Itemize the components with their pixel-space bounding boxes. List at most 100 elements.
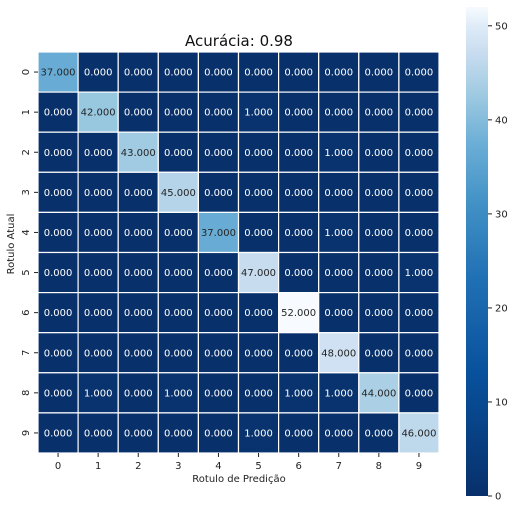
heatmap-cell-1-5 <box>237 91 280 133</box>
heatmap-cell-5-3 <box>157 251 200 294</box>
cell-value-label: 0.000 <box>284 428 313 439</box>
y-tick-label: 1 <box>21 109 32 115</box>
cell-value-label: 46.000 <box>401 428 436 439</box>
heatmap-cell-9-4 <box>197 412 240 454</box>
heatmap-cells: 37.000 0.000 0.000 0.000 0.000 0.000 0.000 0.00… <box>37 51 440 454</box>
heatmap-cell-9-8 <box>358 412 400 454</box>
cell-value-label: 0.000 <box>405 68 434 79</box>
cell-value-label: 0.000 <box>204 188 233 199</box>
cell-value-label: 0.000 <box>164 348 193 359</box>
cell-value-label: 1.000 <box>244 428 273 439</box>
y-tick-label: 8 <box>21 390 32 396</box>
heatmap-cell-8-3 <box>157 372 200 414</box>
cell-value-label: 0.000 <box>365 428 394 439</box>
cell-value-label: 1.000 <box>324 228 353 239</box>
heatmap-cell-8-4 <box>197 372 240 414</box>
cell-value-label: 0.000 <box>284 268 313 279</box>
cell-value-label: 52.000 <box>281 308 316 319</box>
heatmap-cell-3-0 <box>37 171 79 214</box>
cell-value-label: 0.000 <box>204 108 233 119</box>
cell-value-label: 0.000 <box>164 428 193 439</box>
cell-value-label: 0.000 <box>324 428 353 439</box>
cell-value-label: 0.000 <box>164 68 193 79</box>
cell-value-label: 43.000 <box>121 148 156 159</box>
heatmap-cell-7-6 <box>278 332 320 374</box>
cell-value-label: 0.000 <box>324 68 353 79</box>
heatmap-cell-5-8 <box>358 251 400 294</box>
heatmap-cell-5-0 <box>37 251 79 294</box>
cell-value-label: 0.000 <box>84 428 113 439</box>
cell-value-label: 0.000 <box>365 348 394 359</box>
x-tick-label: 3 <box>175 461 181 472</box>
cell-value-label: 0.000 <box>244 148 273 159</box>
heatmap-cell-8-6 <box>278 372 320 414</box>
cell-value-label: 0.000 <box>284 148 313 159</box>
heatmap-cell-9-5 <box>237 412 280 454</box>
cell-value-label: 0.000 <box>365 228 394 239</box>
cell-value-label: 0.000 <box>204 428 233 439</box>
cell-value-label: 0.000 <box>405 228 434 239</box>
heatmap-cell-9-6 <box>278 412 320 454</box>
cell-value-label: 1.000 <box>84 388 113 399</box>
x-tick-label: 6 <box>295 461 301 472</box>
heatmap-cell-0-5 <box>237 51 280 93</box>
cell-value-label: 0.000 <box>84 68 113 79</box>
y-tick-label: 3 <box>21 189 32 195</box>
cell-value-label: 0.000 <box>44 428 73 439</box>
colorbar-ticks: 0 10 20 30 40 50 <box>488 21 508 503</box>
cell-value-label: 0.000 <box>324 108 353 119</box>
cell-value-label: 0.000 <box>244 388 273 399</box>
colorbar-tick-label: 20 <box>495 303 508 314</box>
cell-value-label: 0.000 <box>244 188 273 199</box>
cell-value-label: 0.000 <box>405 148 434 159</box>
heatmap-cell-0-1 <box>77 51 119 93</box>
x-tick-label: 2 <box>135 461 141 472</box>
cell-value-label: 0.000 <box>84 348 113 359</box>
cell-value-label: 0.000 <box>244 308 273 319</box>
cell-value-label: 0.000 <box>84 188 113 199</box>
heatmap-cell-3-6 <box>278 171 320 214</box>
cell-value-label: 0.000 <box>164 148 193 159</box>
heatmap-cell-1-8 <box>358 91 400 133</box>
heatmap-cell-4-9 <box>398 211 440 254</box>
y-tick-label: 0 <box>21 69 32 75</box>
cell-value-label: 0.000 <box>124 188 153 199</box>
cell-value-label: 1.000 <box>164 388 193 399</box>
x-tick-label: 4 <box>215 461 221 472</box>
cell-value-label: 0.000 <box>124 308 153 319</box>
chart-title: Acurácia: 0.98 <box>185 32 293 50</box>
cell-value-label: 0.000 <box>84 268 113 279</box>
heatmap-cell-7-5 <box>237 332 280 374</box>
heatmap-cell-7-2 <box>117 332 159 374</box>
cell-value-label: 37.000 <box>41 68 76 79</box>
x-axis-ticks: 0 1 2 3 4 5 6 7 8 9 <box>55 453 422 472</box>
cell-value-label: 0.000 <box>204 68 233 79</box>
cell-value-label: 0.000 <box>244 348 273 359</box>
cell-value-label: 1.000 <box>405 268 434 279</box>
y-tick-label: 9 <box>21 430 32 436</box>
cell-value-label: 0.000 <box>44 388 73 399</box>
cell-value-label: 0.000 <box>204 268 233 279</box>
cell-value-label: 1.000 <box>324 388 353 399</box>
heatmap-cell-6-6 <box>278 292 320 334</box>
heatmap-cell-8-8 <box>358 372 400 414</box>
y-tick-label: 5 <box>21 269 32 275</box>
x-tick-label: 9 <box>416 461 422 472</box>
y-tick-label: 6 <box>21 309 32 315</box>
heatmap-cell-7-9 <box>398 332 440 374</box>
cell-value-label: 0.000 <box>124 348 153 359</box>
y-tick-label: 4 <box>21 229 32 235</box>
heatmap-cell-7-3 <box>157 332 200 374</box>
heatmap-cell-1-6 <box>278 91 320 133</box>
cell-value-label: 0.000 <box>365 148 394 159</box>
heatmap-cell-2-6 <box>278 131 320 173</box>
heatmap-cell-8-1 <box>77 372 119 414</box>
heatmap-cell-6-8 <box>358 292 400 334</box>
heatmap-cell-8-9 <box>398 372 440 414</box>
cell-value-label: 0.000 <box>405 188 434 199</box>
cell-value-label: 0.000 <box>204 308 233 319</box>
heatmap-cell-4-1 <box>77 211 119 254</box>
heatmap-cell-9-0 <box>37 412 79 454</box>
cell-value-label: 0.000 <box>284 108 313 119</box>
